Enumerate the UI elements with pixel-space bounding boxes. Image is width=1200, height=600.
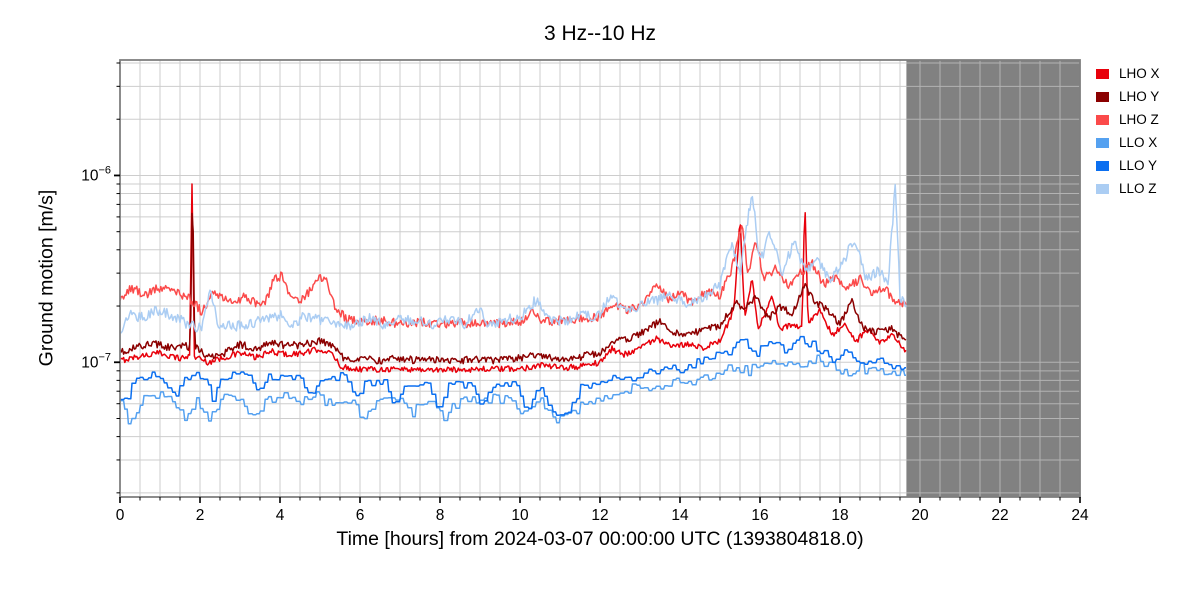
x-tick-label: 24 (1071, 507, 1089, 524)
series-lho-y (120, 212, 907, 365)
legend-label: LLO Z (1119, 181, 1157, 196)
legend-swatch (1096, 160, 1109, 171)
no-data-region (906, 60, 1080, 497)
legend: LHO X LHO Y LHO Z LLO X LLO Y LLO Z (1096, 62, 1160, 200)
legend-item-llo-y: LLO Y (1096, 154, 1160, 177)
series-llo-z (120, 183, 907, 334)
legend-swatch (1096, 137, 1109, 148)
y-axis-label: Ground motion [m/s] (35, 189, 58, 367)
x-axis-label: Time [hours] from 2024-03-07 00:00:00 UT… (336, 528, 864, 550)
x-tick-label: 16 (751, 507, 768, 524)
x-tick-label: 14 (671, 507, 689, 524)
legend-swatch (1096, 114, 1109, 125)
x-tick-label: 22 (991, 507, 1008, 524)
y-tick-label: 10−7 (81, 351, 111, 371)
chart-title: 3 Hz--10 Hz (543, 22, 657, 45)
x-tick-label: 6 (356, 507, 365, 524)
legend-item-llo-x: LLO X (1096, 131, 1160, 154)
legend-label: LHO Z (1119, 112, 1159, 127)
series-llo-x (120, 354, 906, 425)
grid-lines-no-data (906, 60, 1080, 497)
legend-label: LHO Y (1119, 89, 1160, 104)
legend-item-lho-z: LHO Z (1096, 108, 1160, 131)
x-tick-label: 18 (831, 507, 848, 524)
legend-label: LLO Y (1119, 158, 1158, 173)
x-tick-label: 8 (436, 507, 445, 524)
legend-swatch (1096, 183, 1109, 194)
legend-label: LLO X (1119, 135, 1158, 150)
legend-label: LHO X (1119, 66, 1160, 81)
legend-item-lho-x: LHO X (1096, 62, 1160, 85)
x-tick-label: 0 (116, 507, 125, 524)
x-tick-label: 12 (591, 507, 608, 524)
x-tick-label: 4 (276, 507, 285, 524)
legend-item-lho-y: LHO Y (1096, 85, 1160, 108)
legend-item-llo-z: LLO Z (1096, 177, 1160, 200)
legend-swatch (1096, 91, 1109, 102)
y-tick-label: 10−6 (81, 164, 111, 184)
x-tick-label: 10 (511, 507, 529, 524)
series-lho-x (120, 183, 907, 374)
x-tick-label: 2 (196, 507, 205, 524)
legend-swatch (1096, 68, 1109, 79)
series-llo-y (120, 335, 906, 416)
x-tick-label: 20 (911, 507, 929, 524)
